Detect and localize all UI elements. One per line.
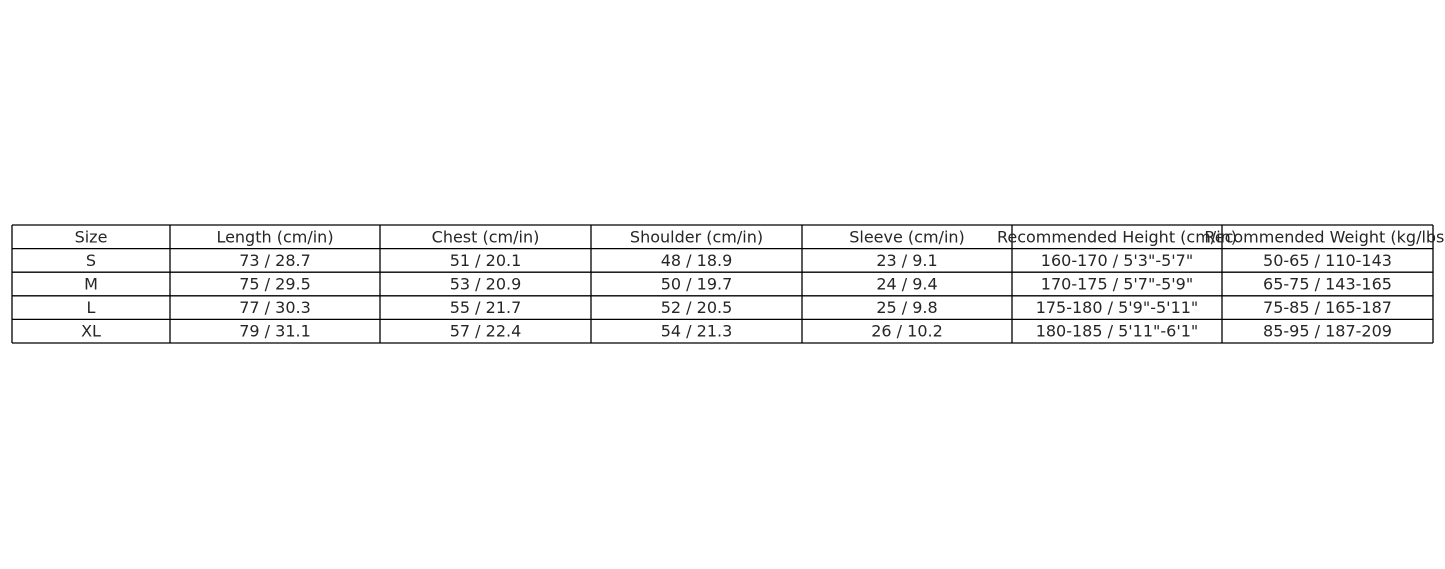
cell: L xyxy=(87,298,96,317)
cell: 23 / 9.1 xyxy=(876,251,937,270)
header-cell: Length (cm/in) xyxy=(216,227,333,246)
cell: 160-170 / 5'3"-5'7" xyxy=(1041,251,1193,270)
cell: 175-180 / 5'9"-5'11" xyxy=(1036,298,1199,317)
cell: 180-185 / 5'11"-6'1" xyxy=(1036,322,1199,341)
cell: 170-175 / 5'7"-5'9" xyxy=(1041,275,1193,294)
cell: 48 / 18.9 xyxy=(661,251,733,270)
cell: 54 / 21.3 xyxy=(661,322,733,341)
cell: M xyxy=(84,275,98,294)
cell: 24 / 9.4 xyxy=(876,275,937,294)
cell: 55 / 21.7 xyxy=(450,298,522,317)
cell: 73 / 28.7 xyxy=(239,251,311,270)
header-cell: Size xyxy=(75,227,108,246)
header-cell: Shoulder (cm/in) xyxy=(630,227,763,246)
cell: 57 / 22.4 xyxy=(450,322,522,341)
table-grid xyxy=(11,224,1434,344)
header-cell: Recommended Weight (kg/lbs) xyxy=(1204,227,1445,246)
cell: 79 / 31.1 xyxy=(239,322,311,341)
cell: 52 / 20.5 xyxy=(661,298,733,317)
cell: S xyxy=(86,251,96,270)
header-cell: Sleeve (cm/in) xyxy=(849,227,965,246)
header-cell: Chest (cm/in) xyxy=(432,227,540,246)
cell: 75 / 29.5 xyxy=(239,275,311,294)
cell: 75-85 / 165-187 xyxy=(1263,298,1392,317)
cell: 50-65 / 110-143 xyxy=(1263,251,1392,270)
cell: 65-75 / 143-165 xyxy=(1263,275,1392,294)
table-cells: Size Length (cm/in) Chest (cm/in) Shoulder … xyxy=(75,227,1445,340)
cell: XL xyxy=(81,322,101,341)
cell: 53 / 20.9 xyxy=(450,275,522,294)
cell: 26 / 10.2 xyxy=(871,322,943,341)
cell: 51 / 20.1 xyxy=(450,251,522,270)
cell: 50 / 19.7 xyxy=(661,275,733,294)
cell: 85-95 / 187-209 xyxy=(1263,322,1392,341)
cell: 77 / 30.3 xyxy=(239,298,311,317)
cell: 25 / 9.8 xyxy=(876,298,937,317)
header-cell: Recommended Height (cm/in) xyxy=(997,227,1237,246)
